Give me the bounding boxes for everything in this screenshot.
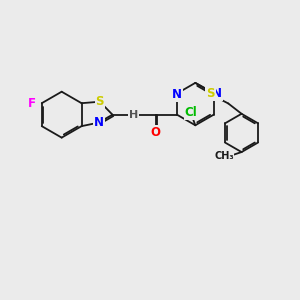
Text: H: H: [129, 110, 138, 120]
Text: S: S: [206, 87, 215, 100]
Text: O: O: [151, 126, 161, 139]
Text: N: N: [172, 88, 182, 101]
Text: Cl: Cl: [184, 106, 197, 119]
Text: F: F: [28, 97, 35, 110]
Text: CH₃: CH₃: [214, 152, 234, 161]
Text: S: S: [96, 95, 104, 108]
Text: N: N: [212, 87, 222, 100]
Text: N: N: [94, 116, 103, 129]
